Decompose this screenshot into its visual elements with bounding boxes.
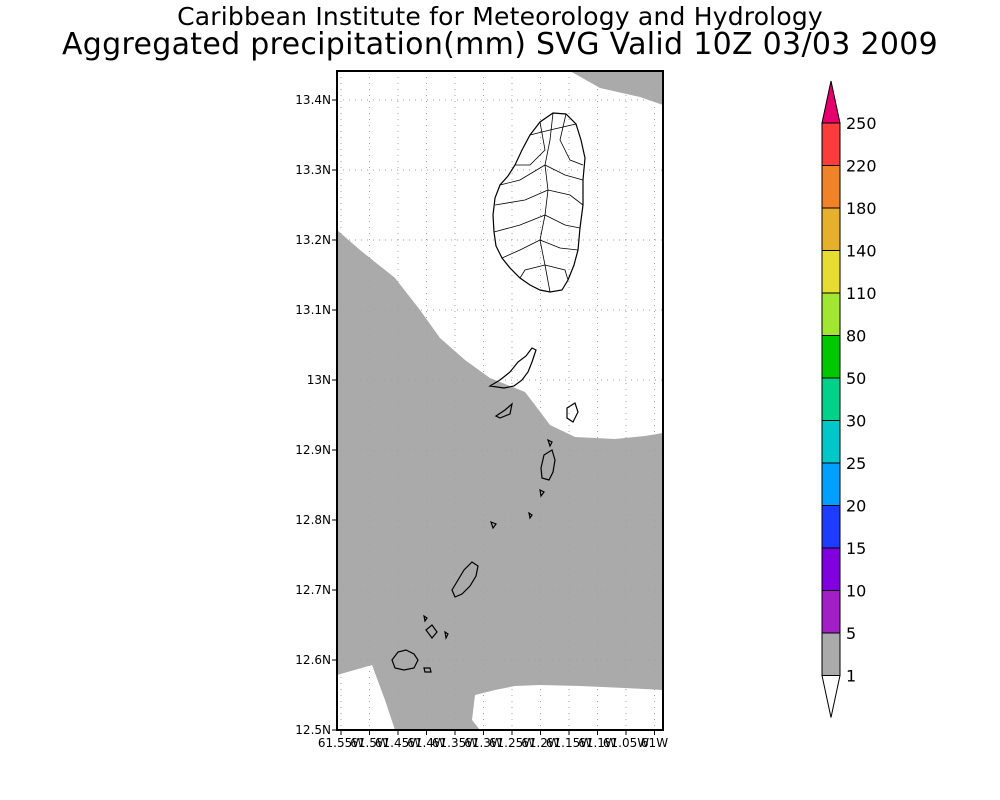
colorbar-swatch [821,462,841,506]
coastlines [391,112,586,673]
island-small-7 [425,624,438,639]
x-tick-label: 61.15W [546,736,592,750]
y-tick-label: 12.7N [295,583,331,597]
x-tick-label: 61.35W [432,736,478,750]
colorbar-swatch [821,547,841,591]
island-canouan [540,449,556,481]
x-tick-label: 61W [641,736,668,750]
island-small-9 [423,614,428,623]
island-small-1 [494,402,513,419]
island-grenada-north [391,649,419,671]
colorbar-label: 140 [846,242,877,261]
colorbar-swatch [821,632,841,676]
x-tick-label: 61.3W [464,736,503,750]
x-axis: 61.55W61.5W61.45W61.4W61.35W61.3W61.25W6… [318,730,668,750]
island-small-6 [528,511,533,520]
x-tick-label: 61.5W [350,736,389,750]
chart-title: Caribbean Institute for Meteorology and … [177,2,823,31]
colorbar-label: 80 [846,327,866,346]
colorbar-bottom-arrow [821,675,841,718]
chart-subtitle: Aggregated precipitation(mm) SVG Valid 1… [61,27,939,62]
y-tick-label: 13.2N [295,233,331,247]
colorbar-label: 15 [846,539,866,558]
colorbar-label: 250 [846,114,877,133]
colorbar-swatch [821,505,841,549]
x-tick-label: 61.2W [521,736,560,750]
precipitation-shading [337,71,663,730]
colorbar-label: 1 [846,667,856,686]
colorbar-label: 5 [846,624,856,643]
island-small-4 [539,488,545,498]
y-tick-label: 12.9N [295,443,331,457]
y-tick-label: 13.1N [295,303,331,317]
island-carriacou [451,561,479,598]
x-tick-label: 61.1W [578,736,617,750]
colorbar-swatch [821,377,841,421]
colorbar-swatch [821,165,841,209]
shaded-area-main [337,230,663,730]
colorbar-top-arrow [821,80,841,124]
x-tick-label: 61.4W [407,736,446,750]
colorbar-label: 25 [846,454,866,473]
island-small-5 [490,520,497,530]
island-small-3 [546,438,553,448]
map-frame [336,70,664,731]
colorbar-label: 110 [846,284,877,303]
x-tick-label: 61.55W [318,736,364,750]
island-small-2 [566,402,579,423]
y-tick-label: 13.4N [295,93,331,107]
y-tick-label: 13N [307,373,331,387]
colorbar-swatch [821,250,841,294]
colorbar-label: 180 [846,199,877,218]
colorbar-label: 20 [846,497,866,516]
y-tick-label: 12.5N [295,723,331,737]
colorbar-label: 220 [846,157,877,176]
y-tick-label: 12.8N [295,513,331,527]
colorbar-swatch [821,207,841,251]
y-tick-label: 13.3N [295,163,331,177]
x-tick-label: 61.25W [489,736,535,750]
colorbar-swatch [821,420,841,464]
colorbar-swatch [821,292,841,336]
colorbar-label: 50 [846,369,866,388]
colorbar-swatch [821,590,841,634]
shaded-area-northeast [570,71,663,105]
colorbar-label: 10 [846,582,866,601]
island-watersheds [493,112,584,293]
x-tick-label: 61.45W [375,736,421,750]
y-axis: 13.4N 13.3N 13.2N 13.1N 13N 12.9N 12.8N 12.7N 12… [295,93,337,737]
island-small-10 [423,667,432,673]
island-small-8 [444,630,449,640]
colorbar-swatch [821,335,841,379]
shaded-area-west [337,555,372,672]
y-tick-label: 12.6N [295,653,331,667]
colorbar-swatch [821,122,841,166]
island-bequia [488,347,537,389]
colorbar-label: 30 [846,412,866,431]
island-st-vincent [492,112,586,293]
x-tick-label: 61.05W [603,736,649,750]
